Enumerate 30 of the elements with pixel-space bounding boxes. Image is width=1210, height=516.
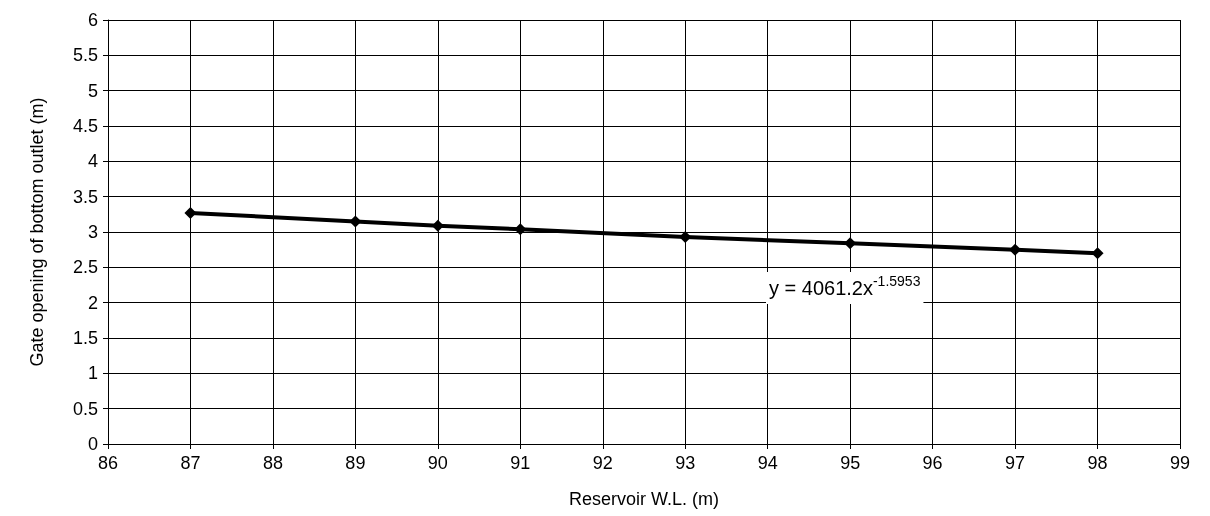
x-tick-label: 93 — [675, 453, 696, 473]
x-tick-label: 95 — [840, 453, 861, 473]
y-tick-label: 6 — [87, 10, 98, 30]
x-tick-label: 90 — [427, 453, 448, 473]
y-tick-label: 4 — [87, 151, 98, 172]
x-tick-label: 86 — [97, 453, 119, 473]
x-tick-label: 96 — [922, 453, 943, 473]
x-tick-label: 88 — [262, 453, 283, 473]
y-tick-label: 5.5 — [72, 45, 98, 66]
y-tick-label: 4.5 — [72, 116, 98, 136]
y-tick-label: 2 — [87, 292, 98, 313]
x-tick-label: 92 — [592, 453, 613, 473]
x-tick-label: 97 — [1005, 453, 1026, 473]
y-tick-label: 1 — [87, 363, 98, 384]
x-tick-label: 99 — [1169, 453, 1191, 473]
x-axis-title: Reservoir W.L. (m) — [568, 489, 720, 509]
y-tick-label: 0.5 — [72, 398, 98, 419]
y-tick-label: 5 — [87, 80, 98, 101]
y-tick-label: 1.5 — [72, 328, 98, 348]
y-tick-label: 3 — [87, 222, 98, 242]
y-tick-label: 3.5 — [72, 186, 98, 207]
y-tick-label: 0 — [87, 434, 98, 454]
x-tick-label: 94 — [757, 453, 778, 473]
y-axis-title: Gate opening of bottom outlet (m) — [27, 97, 47, 367]
y-tick-label: 2.5 — [72, 257, 98, 278]
x-tick-label: 89 — [345, 453, 366, 473]
x-tick-label: 98 — [1087, 453, 1108, 473]
point — [184, 206, 197, 219]
x-tick-label: 87 — [180, 453, 201, 473]
x-tick-label: 91 — [510, 453, 531, 473]
